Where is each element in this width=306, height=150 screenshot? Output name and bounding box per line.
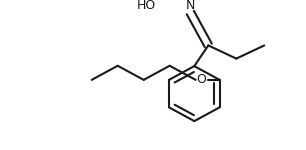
Text: HO: HO [137,0,156,12]
Text: N: N [186,0,195,12]
Text: O: O [197,73,207,86]
